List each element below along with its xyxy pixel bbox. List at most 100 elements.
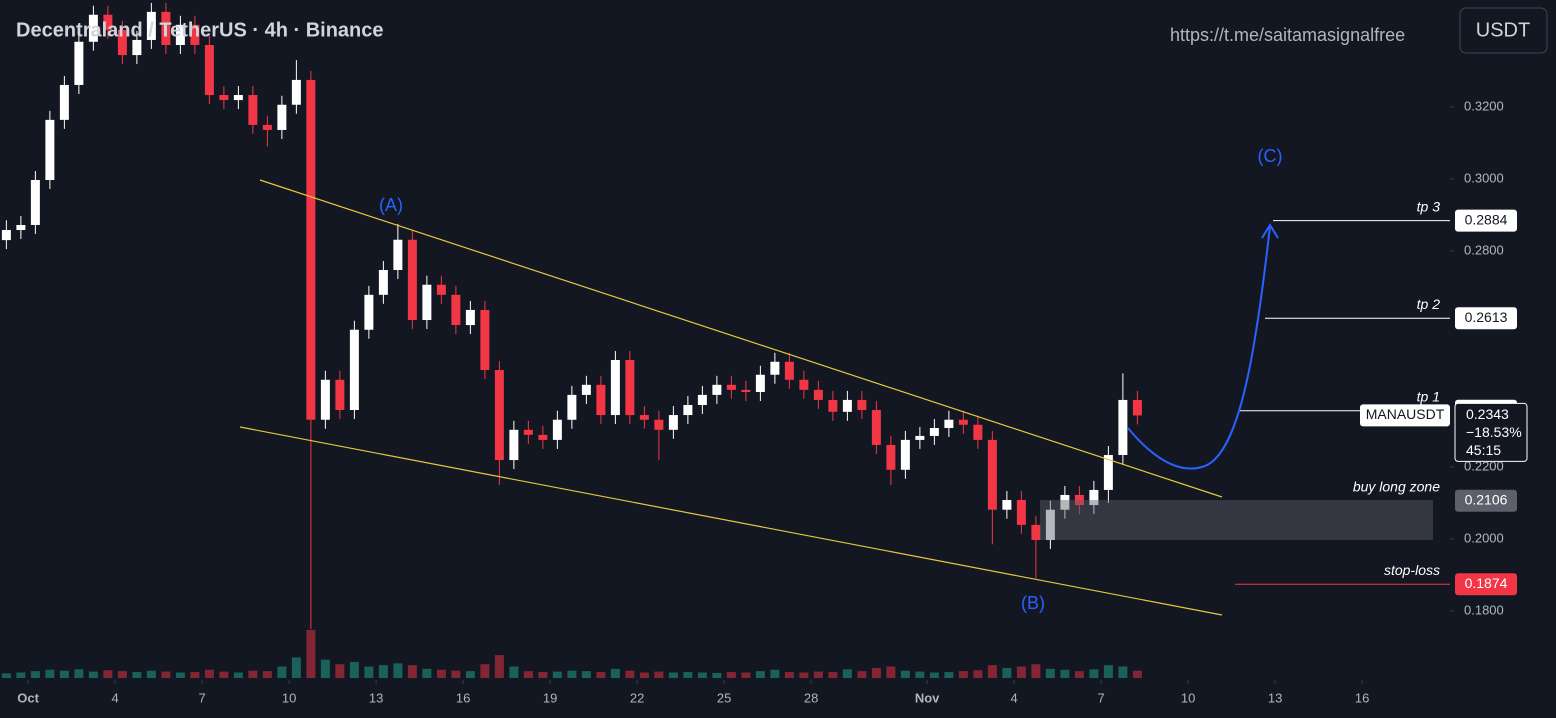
candle-body: [378, 269, 388, 295]
currency-label[interactable]: USDT: [1476, 19, 1530, 41]
volume-bar: [784, 672, 794, 678]
x-tick-label: 13: [369, 690, 383, 705]
volume-bar: [770, 669, 780, 678]
candle-body: [175, 24, 185, 45]
volume-bar: [233, 672, 243, 678]
volume-bar: [871, 667, 881, 678]
x-tick-label: 25: [717, 690, 731, 705]
candle-body: [944, 419, 954, 429]
x-tick-label: 10: [282, 690, 296, 705]
candle-body: [857, 399, 867, 411]
candle-body: [364, 294, 374, 330]
volume-bar: [842, 669, 852, 678]
volume-bar: [335, 664, 345, 678]
volume-bar: [1016, 666, 1026, 678]
volume-bar: [523, 671, 533, 678]
candle-body: [480, 309, 490, 371]
volume-bar: [103, 670, 113, 678]
price-tag-label: 0.2884: [1465, 211, 1508, 227]
candle-body: [523, 429, 533, 435]
volume-bar: [161, 671, 171, 678]
symbol-label: MANAUSDT: [1366, 406, 1445, 422]
volume-bar: [16, 672, 26, 678]
bar-countdown: 45:15: [1466, 442, 1501, 458]
volume-bar: [436, 669, 446, 678]
candle-body: [726, 384, 736, 390]
volume-bar: [973, 670, 983, 678]
volume-bar: [393, 663, 403, 678]
volume-bar: [30, 671, 40, 678]
volume-bar: [262, 671, 272, 678]
volume-bar: [132, 672, 142, 678]
upper-trendline: [259, 179, 1223, 498]
candle-body: [190, 24, 200, 45]
volume-bar: [726, 672, 736, 678]
candle-body: [639, 415, 649, 420]
candle-body: [204, 44, 214, 96]
price-tag-label: 0.2613: [1465, 309, 1508, 325]
x-tick-label: Oct: [17, 690, 39, 705]
volume-bar: [654, 671, 664, 678]
candle-body: [1089, 489, 1099, 506]
candle-body: [697, 394, 707, 405]
price-tag-label: 0.2106: [1465, 491, 1508, 507]
volume-bar: [625, 670, 635, 678]
x-tick-label: Nov: [915, 690, 940, 705]
x-tick-label: 4: [112, 690, 119, 705]
candle-body: [103, 14, 113, 30]
volume-bar: [1060, 669, 1070, 678]
y-tick-label: 0.2800: [1464, 242, 1504, 257]
x-tick-label: 7: [1098, 690, 1105, 705]
candle-body: [262, 124, 272, 130]
candle-body: [45, 119, 55, 180]
price-tag: [1455, 573, 1517, 596]
volume-bar: [204, 669, 214, 678]
volume-bar: [219, 671, 229, 678]
y-tick-label: 0.1800: [1464, 602, 1504, 617]
volume-bar: [146, 670, 156, 678]
arrow-head: [1261, 223, 1279, 239]
volume-bar: [596, 672, 606, 678]
candle-body: [30, 179, 40, 225]
wave-label: (C): [1258, 146, 1283, 166]
volume-bar: [291, 657, 301, 678]
price-tag: [1455, 307, 1517, 330]
candle-body: [755, 374, 765, 393]
candle-body: [538, 434, 548, 440]
candle-body: [581, 384, 591, 395]
volume-bar: [509, 666, 519, 678]
volume-bar: [987, 665, 997, 678]
candle-body: [436, 284, 446, 295]
candle-body: [1, 230, 11, 241]
x-tick-label: 22: [630, 690, 644, 705]
volume-bar: [378, 665, 388, 678]
candle-body: [1045, 509, 1055, 540]
level-label: tp 1: [1417, 388, 1440, 404]
currency-button[interactable]: [1459, 7, 1548, 54]
volume-bar: [422, 668, 432, 678]
candle-body: [59, 84, 69, 120]
x-tick-label: 13: [1268, 690, 1282, 705]
volume-bar: [1074, 671, 1084, 678]
candle-body: [973, 424, 983, 440]
candle-body: [161, 11, 171, 45]
candle-body: [233, 95, 243, 101]
wave-label: (A): [379, 195, 403, 215]
candle-body: [915, 435, 925, 440]
candle-body: [422, 284, 432, 321]
volume-bar: [190, 672, 200, 678]
price-tag: [1455, 489, 1517, 512]
volume-bar: [567, 670, 577, 678]
current-price-tag: [1454, 402, 1528, 462]
candle-body: [1060, 494, 1070, 510]
candle-body: [306, 79, 316, 420]
x-tick-label: 10: [1181, 690, 1195, 705]
volume-bar: [683, 672, 693, 678]
volume-bar: [320, 659, 330, 678]
volume-bar: [1118, 666, 1128, 678]
volume-bar: [697, 672, 707, 678]
level-label: buy long zone: [1353, 478, 1440, 494]
volume-bar: [1103, 665, 1113, 678]
